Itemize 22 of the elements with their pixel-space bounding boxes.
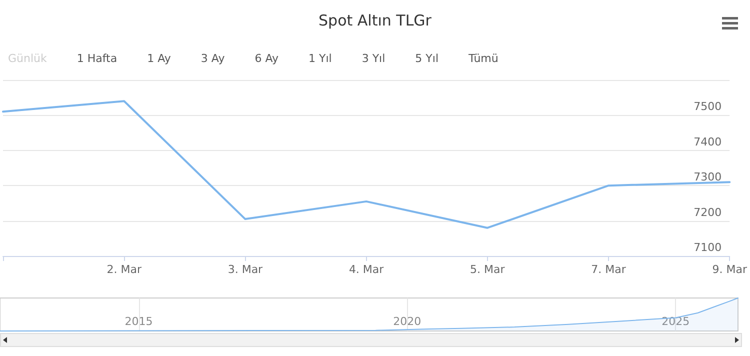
x-tick-label: 2. Mar bbox=[106, 263, 142, 276]
x-tick-label: 5. Mar bbox=[470, 263, 506, 276]
chart-title: Spot Altın TLGr bbox=[318, 12, 432, 30]
x-tick-label: 9. Mar bbox=[712, 263, 748, 276]
text: 1 Ay bbox=[146, 51, 172, 67]
text: 1 Yıl bbox=[308, 51, 333, 67]
text: 3 Yıl bbox=[360, 51, 386, 67]
text: 3 Ay bbox=[200, 51, 226, 67]
y-tick-label: 7100 bbox=[694, 241, 722, 254]
text: 5 Yıl bbox=[414, 51, 440, 67]
x-tick-label: 3. Mar bbox=[228, 263, 264, 276]
y-tick-label: 7200 bbox=[694, 206, 722, 219]
text: 6 Ay bbox=[254, 51, 280, 67]
x-tick-label: 7. Mar bbox=[591, 263, 626, 276]
x-tick-label: 4. Mar bbox=[348, 263, 384, 276]
y-tick-label: 7500 bbox=[694, 100, 722, 114]
text: Tümü bbox=[468, 51, 500, 67]
x-tick-label: 2015 bbox=[124, 315, 153, 328]
x-tick-label: 2020 bbox=[393, 315, 422, 328]
text: 1 Hafta bbox=[76, 51, 118, 67]
y-tick-label: 7400 bbox=[694, 135, 722, 148]
y-tick-label: 7300 bbox=[694, 170, 722, 184]
